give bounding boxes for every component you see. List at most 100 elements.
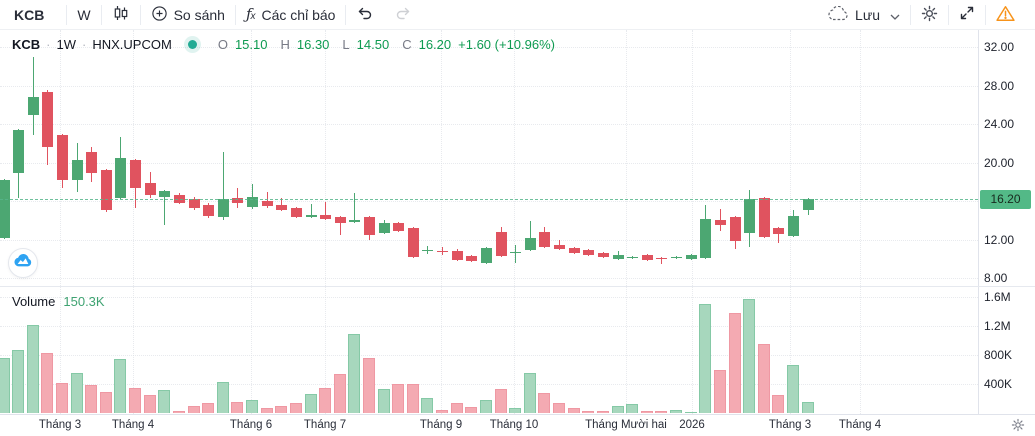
candle-body <box>597 252 609 257</box>
price-axis-label: 20.00 <box>984 155 1015 170</box>
broker-logo[interactable] <box>8 248 38 278</box>
toolbar-divider <box>948 4 949 25</box>
volume-bar <box>158 389 171 413</box>
volume-bar <box>611 406 624 413</box>
volume-axis-label: 1.6M <box>984 290 1011 304</box>
toolbar-divider <box>910 4 911 25</box>
candle-body <box>42 92 54 148</box>
volume-bar <box>450 402 463 413</box>
candle-body <box>232 198 244 203</box>
warning-icon <box>996 5 1015 25</box>
volume-bar <box>41 352 54 413</box>
candle-body <box>802 199 814 210</box>
candle-body <box>583 250 595 255</box>
compare-button[interactable]: So sánh <box>141 0 235 30</box>
candle-body <box>159 191 171 198</box>
grid-line-vertical <box>60 30 61 414</box>
time-axis-settings-icon[interactable] <box>1011 418 1025 436</box>
volume-bar <box>596 410 609 413</box>
time-axis-label: Tháng 4 <box>838 419 882 431</box>
redo-button[interactable] <box>384 0 422 30</box>
candle-body <box>656 257 668 260</box>
grid-line-vertical <box>251 30 252 414</box>
high-value: 16.30 <box>296 37 330 52</box>
volume-bar <box>289 402 302 413</box>
low-value: 14.50 <box>356 37 390 52</box>
candle-body <box>393 223 405 231</box>
time-axis-border <box>0 414 1035 415</box>
pane-separator[interactable] <box>0 286 1035 287</box>
grid-line-vertical <box>860 30 861 414</box>
high-label: H <box>280 37 290 52</box>
volume-bar <box>231 402 244 413</box>
candle-wick <box>252 183 254 209</box>
volume-axis-label: 800K <box>984 348 1013 362</box>
current-price-badge: 16.20 <box>980 189 1031 209</box>
time-axis-label: Tháng 4 <box>111 419 155 431</box>
legend-exchange: HNX.UPCOM <box>92 37 172 52</box>
toolbar-divider <box>100 4 102 25</box>
volume-bar <box>129 387 142 413</box>
volume-bar <box>567 407 580 413</box>
price-axis-label: 12.00 <box>984 232 1015 247</box>
candle-body <box>568 248 580 253</box>
candle-body <box>0 179 10 238</box>
grid-line-horizontal <box>0 297 978 298</box>
candle-body <box>729 217 741 242</box>
symbol-button[interactable]: KCB <box>10 0 66 30</box>
fullscreen-button[interactable] <box>949 0 985 30</box>
chart-legend[interactable]: KCB · 1W · HNX.UPCOM O 15.10 H 16.30 L 14.5… <box>12 37 555 52</box>
legend-separator: · <box>82 37 87 52</box>
volume-bar <box>26 325 39 413</box>
grid-line-horizontal <box>0 326 978 327</box>
cloud-save-icon <box>827 5 849 24</box>
candle-body <box>130 159 142 188</box>
candle-body <box>714 220 726 226</box>
candle-body <box>290 207 302 218</box>
time-axis[interactable]: Tháng 3 Tháng 4 Tháng 6 Tháng 7 Tháng 9 Tháng… <box>0 415 1035 436</box>
candle-body <box>641 254 653 260</box>
grid-line-vertical <box>441 30 442 414</box>
candle-body <box>334 217 346 224</box>
candle-body <box>437 251 449 253</box>
save-button[interactable]: Lưu <box>817 0 910 30</box>
volume-header[interactable]: Volume 150.3K <box>12 294 105 309</box>
interval-button[interactable]: W <box>67 0 100 30</box>
candle-body <box>188 199 200 208</box>
grid-line-vertical <box>325 30 326 414</box>
undo-button[interactable] <box>346 0 384 30</box>
volume-bar <box>699 304 712 413</box>
candle-body <box>56 134 68 180</box>
chart-type-button[interactable] <box>102 0 140 30</box>
publish-warning-button[interactable] <box>986 0 1025 30</box>
candle-body <box>510 252 522 254</box>
volume-bar <box>114 358 127 413</box>
volume-bar <box>12 349 25 413</box>
candle-wick <box>281 198 283 211</box>
legend-interval: 1W <box>56 37 77 52</box>
candle-wick <box>529 221 531 252</box>
undo-icon <box>356 4 374 25</box>
fullscreen-icon <box>959 5 975 24</box>
volume-bar <box>786 365 799 413</box>
candle-body <box>349 220 361 222</box>
candle-body <box>115 157 127 199</box>
candle-wick <box>164 190 166 226</box>
grid-line-vertical <box>626 30 627 414</box>
volume-bar <box>772 394 785 413</box>
low-label: L <box>342 37 350 52</box>
candle-wick <box>778 226 780 244</box>
candle-body <box>671 256 683 259</box>
volume-bar <box>70 373 83 413</box>
candle-body <box>407 227 419 257</box>
volume-bar <box>421 398 434 413</box>
volume-bar <box>713 369 726 413</box>
save-label: Lưu <box>855 6 880 23</box>
chart-plot-area[interactable] <box>0 30 978 414</box>
candle-wick <box>339 216 341 235</box>
volume-bar <box>275 406 288 413</box>
settings-button[interactable] <box>911 0 948 30</box>
candle-body <box>305 215 317 217</box>
